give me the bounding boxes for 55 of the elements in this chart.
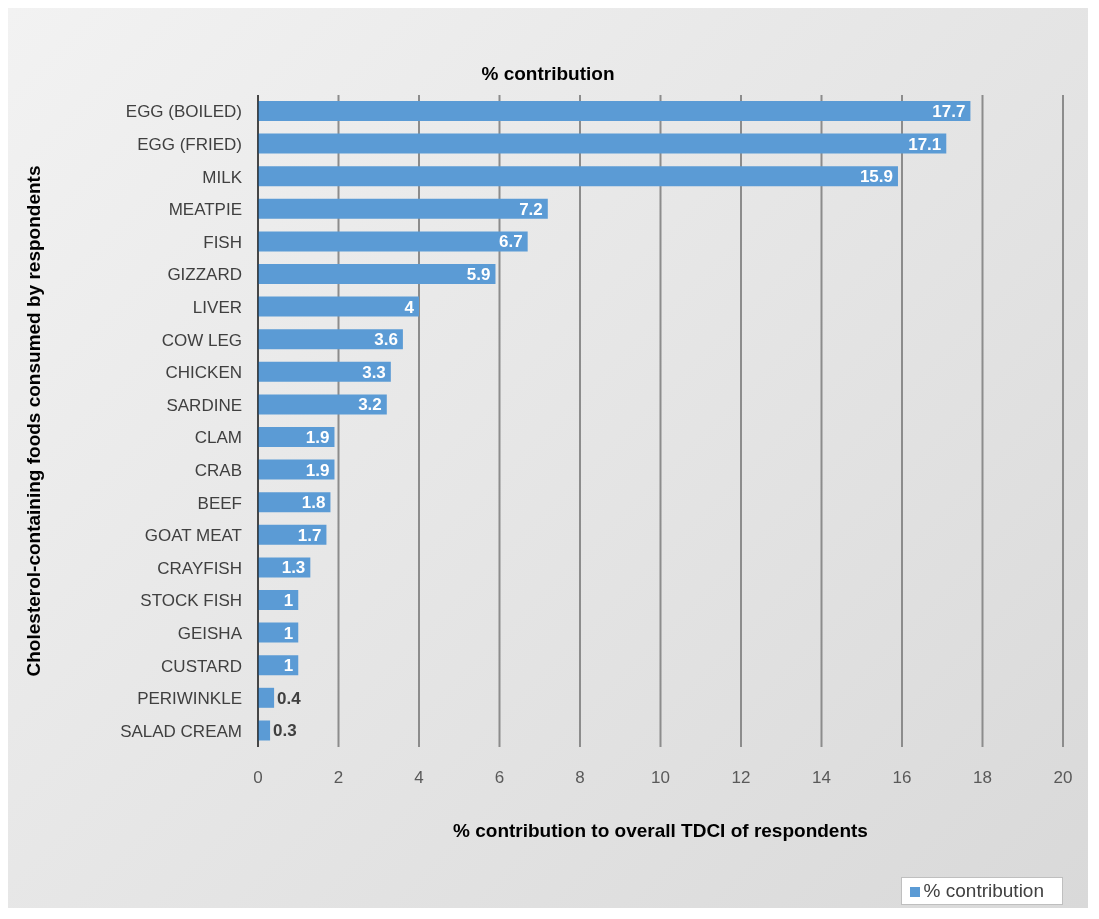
x-tick-label: 10 [651,768,670,788]
y-tick-label: CHICKEN [165,363,242,383]
data-label: 1 [283,590,294,610]
x-tick-label: 20 [1053,768,1073,788]
x-tick-label: 18 [973,768,992,788]
legend-label: % contribution [923,880,1044,901]
data-label: 1.9 [305,460,330,480]
y-tick-label: SARDINE [166,395,242,415]
y-axis-title: Cholesterol-containing foods consumed by respondents [22,165,44,677]
data-label: 17.7 [932,101,966,121]
chart-title: % contribution [480,62,616,85]
data-label: 1.7 [297,525,322,545]
data-label: 4 [404,297,415,317]
y-tick-label: FISH [203,232,242,252]
data-label: 0.4 [277,688,302,708]
y-tick-label: GIZZARD [167,265,242,285]
data-label: 6.7 [499,232,523,252]
data-label: 1.9 [305,427,330,447]
data-label: 3.3 [362,362,386,382]
data-label: 3.6 [374,330,398,350]
data-label: 17.1 [908,134,942,154]
y-tick-label: SALAD CREAM [120,721,242,741]
x-tick-label: 16 [892,768,912,788]
y-tick-label: LIVER [192,297,242,317]
data-label: 5.9 [466,264,491,284]
x-axis-title: % contribution to overall TDCI of respondents [453,820,868,841]
x-tick-label: 2 [333,768,344,788]
data-label: 15.9 [859,167,893,187]
y-tick-label: EGG (BOILED) [125,102,242,122]
y-tick-label: EGG (FRIED) [137,134,242,154]
y-tick-label: CLAM [194,428,242,448]
y-tick-label: BEEF [197,493,242,513]
x-tick-label: 4 [414,768,424,788]
x-tick-label: 6 [494,768,505,788]
data-label: 1.3 [281,558,306,578]
y-tick-label: GOAT MEAT [144,526,242,546]
y-tick-label: PERIWINKLE [137,689,242,709]
y-tick-label: CUSTARD [161,656,242,676]
y-tick-label: MEATPIE [168,200,242,220]
y-tick-label: STOCK FISH [140,591,242,611]
data-label: 3.2 [358,395,382,415]
x-tick-label: 8 [575,768,585,788]
data-label: 1 [283,623,294,643]
y-tick-label: CRAYFISH [157,558,242,578]
y-tick-label: CRAB [194,460,242,480]
y-tick-label: MILK [202,167,243,187]
x-tick-label: 12 [731,768,751,788]
y-tick-label: GEISHA [177,623,243,643]
x-tick-label: 14 [812,768,831,788]
data-label: 1.8 [301,493,326,513]
data-label: 0.3 [273,721,297,741]
x-tick-label: 0 [253,768,263,788]
data-label: 7.2 [519,199,543,219]
data-label: 1 [283,656,294,676]
y-tick-label: COW LEG [161,330,242,350]
